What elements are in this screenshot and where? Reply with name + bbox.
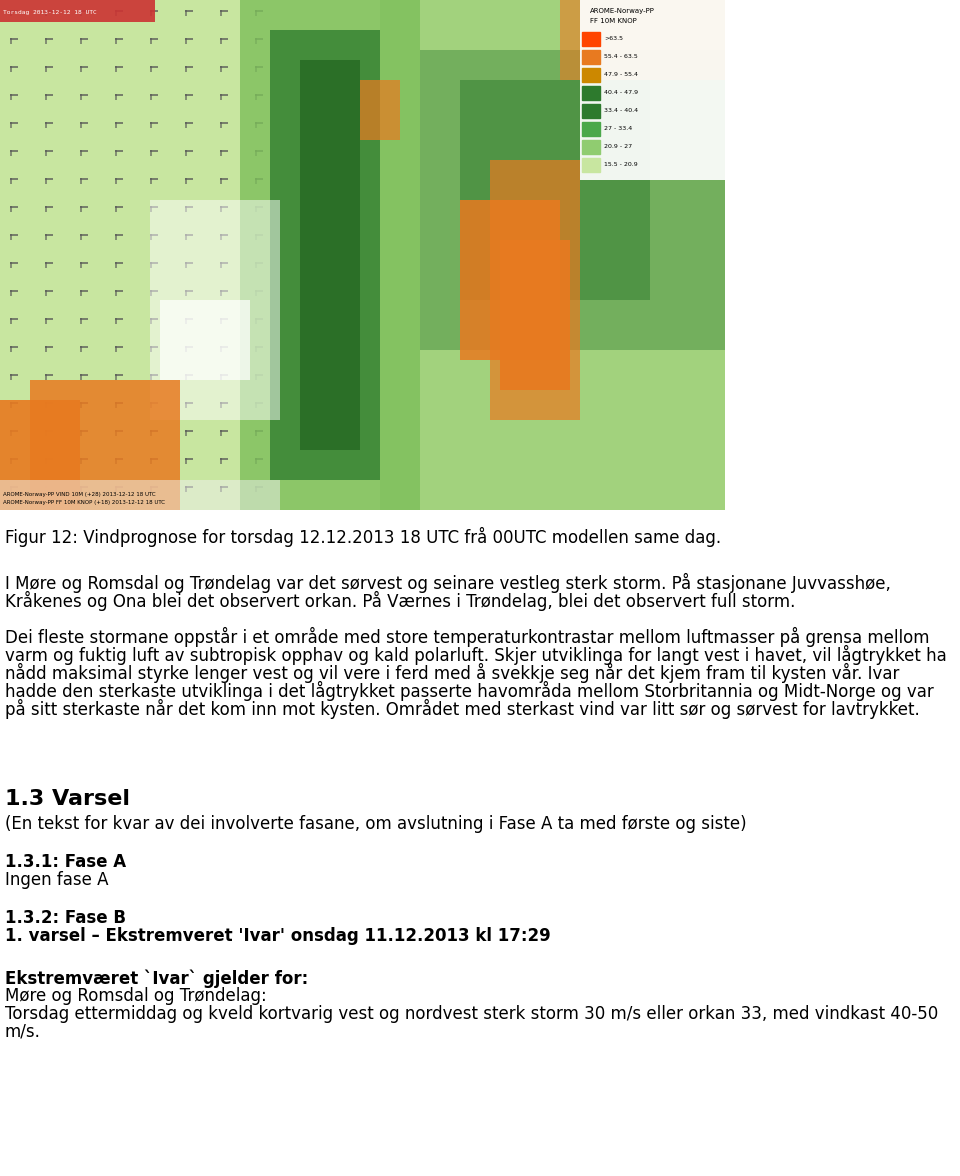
- Text: Torsdag ettermiddag og kveld kortvarig vest og nordvest sterk storm 30 m/s eller: Torsdag ettermiddag og kveld kortvarig v…: [5, 1005, 938, 1023]
- Text: Torsdag 2013-12-12 18 UTC: Torsdag 2013-12-12 18 UTC: [3, 11, 97, 15]
- Text: 1.3.2: Fase B: 1.3.2: Fase B: [5, 909, 126, 927]
- Text: AROME-Norway-PP: AROME-Norway-PP: [590, 8, 655, 14]
- Text: 1. varsel – Ekstremveret 'Ivar' onsdag 11.12.2013 kl 17:29: 1. varsel – Ekstremveret 'Ivar' onsdag 1…: [5, 927, 551, 946]
- Text: 47.9 - 55.4: 47.9 - 55.4: [604, 73, 638, 78]
- Text: 15.5 - 20.9: 15.5 - 20.9: [604, 162, 637, 167]
- Text: 27 - 33.4: 27 - 33.4: [604, 127, 633, 132]
- Text: AROME-Norway-PP VIND 10M (+28) 2013-12-12 18 UTC: AROME-Norway-PP VIND 10M (+28) 2013-12-1…: [3, 492, 156, 497]
- Bar: [582, 158, 600, 172]
- Text: Ingen fase A: Ingen fase A: [5, 871, 108, 889]
- Text: 55.4 - 63.5: 55.4 - 63.5: [604, 54, 637, 60]
- Text: hadde den sterkaste utviklinga i det lågtrykket passerte havområda mellom Storbr: hadde den sterkaste utviklinga i det låg…: [5, 681, 934, 701]
- Text: varm og fuktig luft av subtropisk opphav og kald polarluft. Skjer utviklinga for: varm og fuktig luft av subtropisk opphav…: [5, 644, 947, 666]
- Text: på sitt sterkaste når det kom inn mot kysten. Området med sterkast vind var litt: på sitt sterkaste når det kom inn mot ky…: [5, 699, 920, 719]
- Text: Ekstremværet `Ivar` gjelder for:: Ekstremværet `Ivar` gjelder for:: [5, 969, 308, 988]
- Text: m/s.: m/s.: [5, 1023, 41, 1041]
- Text: Møre og Romsdal og Trøndelag:: Møre og Romsdal og Trøndelag:: [5, 987, 267, 1005]
- Text: 40.4 - 47.9: 40.4 - 47.9: [604, 91, 638, 95]
- Bar: [582, 103, 600, 118]
- Text: nådd maksimal styrke lenger vest og vil vere i ferd med å svekkje seg når det kj: nådd maksimal styrke lenger vest og vil …: [5, 663, 900, 683]
- Bar: [582, 140, 600, 154]
- Bar: [582, 51, 600, 64]
- Text: (En tekst for kvar av dei involverte fasane, om avslutning i Fase A ta med først: (En tekst for kvar av dei involverte fas…: [5, 815, 747, 833]
- Text: 1.3.1: Fase A: 1.3.1: Fase A: [5, 853, 126, 871]
- Text: AROME-Norway-PP FF 10M KNOP (+18) 2013-12-12 18 UTC: AROME-Norway-PP FF 10M KNOP (+18) 2013-1…: [3, 500, 165, 505]
- Text: 20.9 - 27: 20.9 - 27: [604, 145, 632, 149]
- Bar: [582, 68, 600, 82]
- Text: Kråkenes og Ona blei det observert orkan. På Værnes i Trøndelag, blei det observ: Kråkenes og Ona blei det observert orkan…: [5, 592, 796, 612]
- Bar: [582, 86, 600, 100]
- Text: 33.4 - 40.4: 33.4 - 40.4: [604, 108, 638, 114]
- Text: Figur 12: Vindprognose for torsdag 12.12.2013 18 UTC frå 00UTC modellen same dag: Figur 12: Vindprognose for torsdag 12.12…: [5, 527, 721, 547]
- Text: FF 10M KNOP: FF 10M KNOP: [590, 18, 636, 24]
- Text: Dei fleste stormane oppstår i et område med store temperaturkontrastar mellom lu: Dei fleste stormane oppstår i et område …: [5, 627, 929, 647]
- Bar: [582, 32, 600, 46]
- Text: 1.3 Varsel: 1.3 Varsel: [5, 789, 130, 809]
- Bar: [582, 122, 600, 136]
- Text: I Møre og Romsdal og Trøndelag var det sørvest og seinare vestleg sterk storm. P: I Møre og Romsdal og Trøndelag var det s…: [5, 573, 891, 593]
- Text: >63.5: >63.5: [604, 36, 623, 41]
